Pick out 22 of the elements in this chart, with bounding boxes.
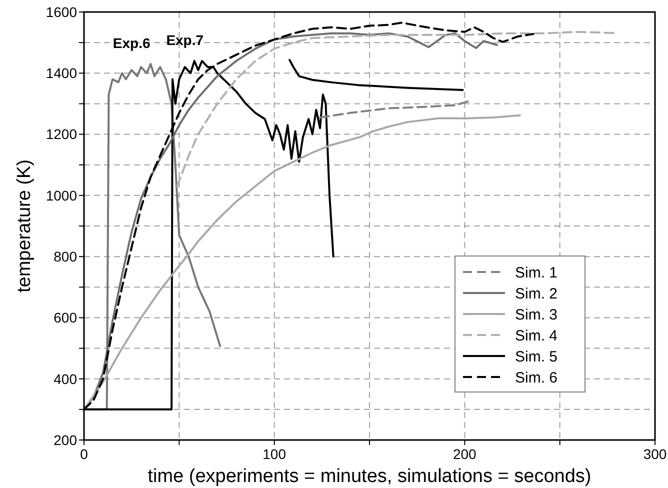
legend-label: Sim. 3: [515, 306, 558, 324]
legend-label: Sim. 4: [515, 327, 558, 344]
legend-label: Sim. 5: [515, 348, 558, 366]
y-tick-label: 600: [54, 310, 78, 326]
y-tick-label: 1400: [46, 65, 78, 82]
x-tick-label: 300: [643, 446, 667, 462]
y-tick-label: 1000: [46, 187, 78, 204]
legend-label: Sim. 1: [515, 264, 558, 282]
x-tick-label: 100: [262, 446, 286, 462]
y-tick-label: 1200: [46, 126, 78, 142]
legend-label: Sim. 2: [515, 285, 558, 302]
annotation: Exp.7: [166, 32, 204, 48]
legend-label: Sim. 6: [515, 369, 558, 386]
annotation: Exp.6: [112, 35, 150, 52]
x-tick-label: 0: [80, 446, 88, 462]
y-tick-label: 400: [54, 370, 78, 387]
y-tick-label: 200: [54, 432, 78, 448]
x-axis-title: time (experiments = minutes, simulations = seconds): [148, 466, 592, 487]
y-tick-label: 800: [54, 248, 78, 264]
y-axis-title: temperature (K): [14, 159, 35, 293]
y-tick-label: 1600: [46, 4, 78, 20]
x-tick-label: 200: [452, 446, 477, 462]
